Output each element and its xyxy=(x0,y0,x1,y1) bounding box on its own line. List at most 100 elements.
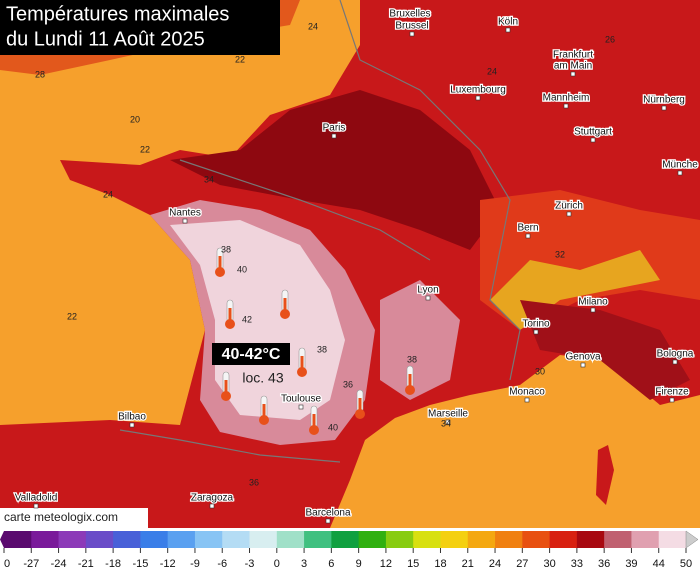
contour-label: 42 xyxy=(242,314,252,324)
city-label: Marseille xyxy=(428,409,468,420)
legend-label: -15 xyxy=(132,558,148,570)
city-label: Brussel xyxy=(395,21,428,32)
legend-swatch xyxy=(222,531,251,548)
legend-label: 18 xyxy=(434,558,446,570)
thermometer-bulb xyxy=(355,409,365,419)
land xyxy=(0,0,700,528)
legend-label: -27 xyxy=(23,558,39,570)
thermometer-level xyxy=(300,356,304,370)
city-dot xyxy=(590,307,596,313)
title-line: du Lundi 11 Août 2025 xyxy=(6,28,205,50)
contour-label: 38 xyxy=(317,344,327,354)
city-label: Zürich xyxy=(555,201,583,212)
legend-swatch xyxy=(304,531,332,548)
legend-label: 6 xyxy=(328,558,334,570)
legend-swatch xyxy=(358,531,387,548)
legend-arrow xyxy=(685,530,699,549)
city-label: Luxembourg xyxy=(450,85,506,96)
contour-label: 32 xyxy=(555,249,565,259)
legend-label: 30 xyxy=(543,558,555,570)
legend-swatch xyxy=(58,531,87,548)
city-dot xyxy=(325,518,331,524)
po-valley xyxy=(520,300,690,400)
highlight-range: 40-42°C xyxy=(222,346,281,363)
legend-swatch xyxy=(631,531,660,548)
legend-label: 9 xyxy=(356,558,362,570)
legend-swatch xyxy=(413,531,441,548)
legend-label: 36 xyxy=(598,558,610,570)
city-label: Bruxelles xyxy=(389,9,430,20)
city-dot xyxy=(33,503,39,509)
city-label: Bern xyxy=(517,223,538,234)
legend-swatch xyxy=(467,531,496,548)
hot-north xyxy=(170,90,500,250)
thermometer-level xyxy=(408,374,412,388)
city-label: Genova xyxy=(565,352,600,363)
city-dot xyxy=(475,95,481,101)
legend-swatch xyxy=(604,531,632,548)
legend-label: 21 xyxy=(462,558,474,570)
city-dot xyxy=(590,137,596,143)
thermometer-level xyxy=(262,404,266,418)
contour-label: 20 xyxy=(130,114,140,124)
thermometer-bulb xyxy=(225,319,235,329)
city-label: Barcelona xyxy=(305,508,350,519)
contour-label: 40 xyxy=(237,264,247,274)
city-dot xyxy=(570,71,576,77)
legend-swatch xyxy=(85,531,114,548)
legend-swatch xyxy=(140,531,169,548)
legend-label: -9 xyxy=(190,558,200,570)
legend-swatch xyxy=(4,531,32,548)
legend-label: -6 xyxy=(217,558,227,570)
thermometer-level xyxy=(312,414,316,428)
city-label: Bilbao xyxy=(118,412,146,423)
legend-label: -3 xyxy=(245,558,255,570)
legend-swatch xyxy=(549,531,578,548)
highlight-box xyxy=(212,343,290,365)
thermometer-bulb xyxy=(215,267,225,277)
legend-label: 50 xyxy=(680,558,692,570)
corsica xyxy=(596,445,614,505)
thermometer-level xyxy=(224,380,228,394)
contour-label: 24 xyxy=(308,21,318,31)
city-dot xyxy=(209,503,215,509)
legend-swatch xyxy=(495,531,523,548)
thermometer-bulb xyxy=(297,367,307,377)
contour-label: 30 xyxy=(535,366,545,376)
contour-label: 26 xyxy=(605,34,615,44)
city-label: Toulouse xyxy=(281,394,321,405)
city-label: Firenze xyxy=(655,387,689,398)
city-label: Milano xyxy=(578,297,608,308)
rhone-hot xyxy=(380,280,460,400)
city-label: Köln xyxy=(498,17,518,28)
legend-label: 39 xyxy=(625,558,637,570)
city-dot xyxy=(425,295,431,301)
city-dot xyxy=(298,404,304,410)
city-dot xyxy=(524,397,530,403)
city-dot xyxy=(566,211,572,217)
contour-label: 34 xyxy=(441,418,451,428)
contour-label: 40 xyxy=(328,422,338,432)
city-dot xyxy=(445,419,451,425)
credit: carte meteologix.com xyxy=(4,510,118,524)
legend-swatch xyxy=(276,531,305,548)
city-label: Münche xyxy=(662,160,698,171)
contour-label: 22 xyxy=(140,144,150,154)
city-label: Valladolid xyxy=(15,493,58,504)
contour-label: 34 xyxy=(204,174,214,184)
city-dot xyxy=(182,218,188,224)
city-label: Torino xyxy=(522,319,550,330)
thermometer-level xyxy=(358,398,362,412)
legend-label: 15 xyxy=(407,558,419,570)
city-label: Frankfurt xyxy=(553,50,593,61)
city-dot xyxy=(331,133,337,139)
legend-label: -21 xyxy=(78,558,94,570)
legend-label: -24 xyxy=(51,558,67,570)
title-box xyxy=(0,0,280,55)
legend-label: 0 xyxy=(4,558,10,570)
city-label: am Main xyxy=(554,61,592,72)
city-dot xyxy=(672,359,678,365)
thermometer-level xyxy=(228,308,232,322)
legend-swatch xyxy=(167,531,196,548)
city-dot xyxy=(129,422,135,428)
